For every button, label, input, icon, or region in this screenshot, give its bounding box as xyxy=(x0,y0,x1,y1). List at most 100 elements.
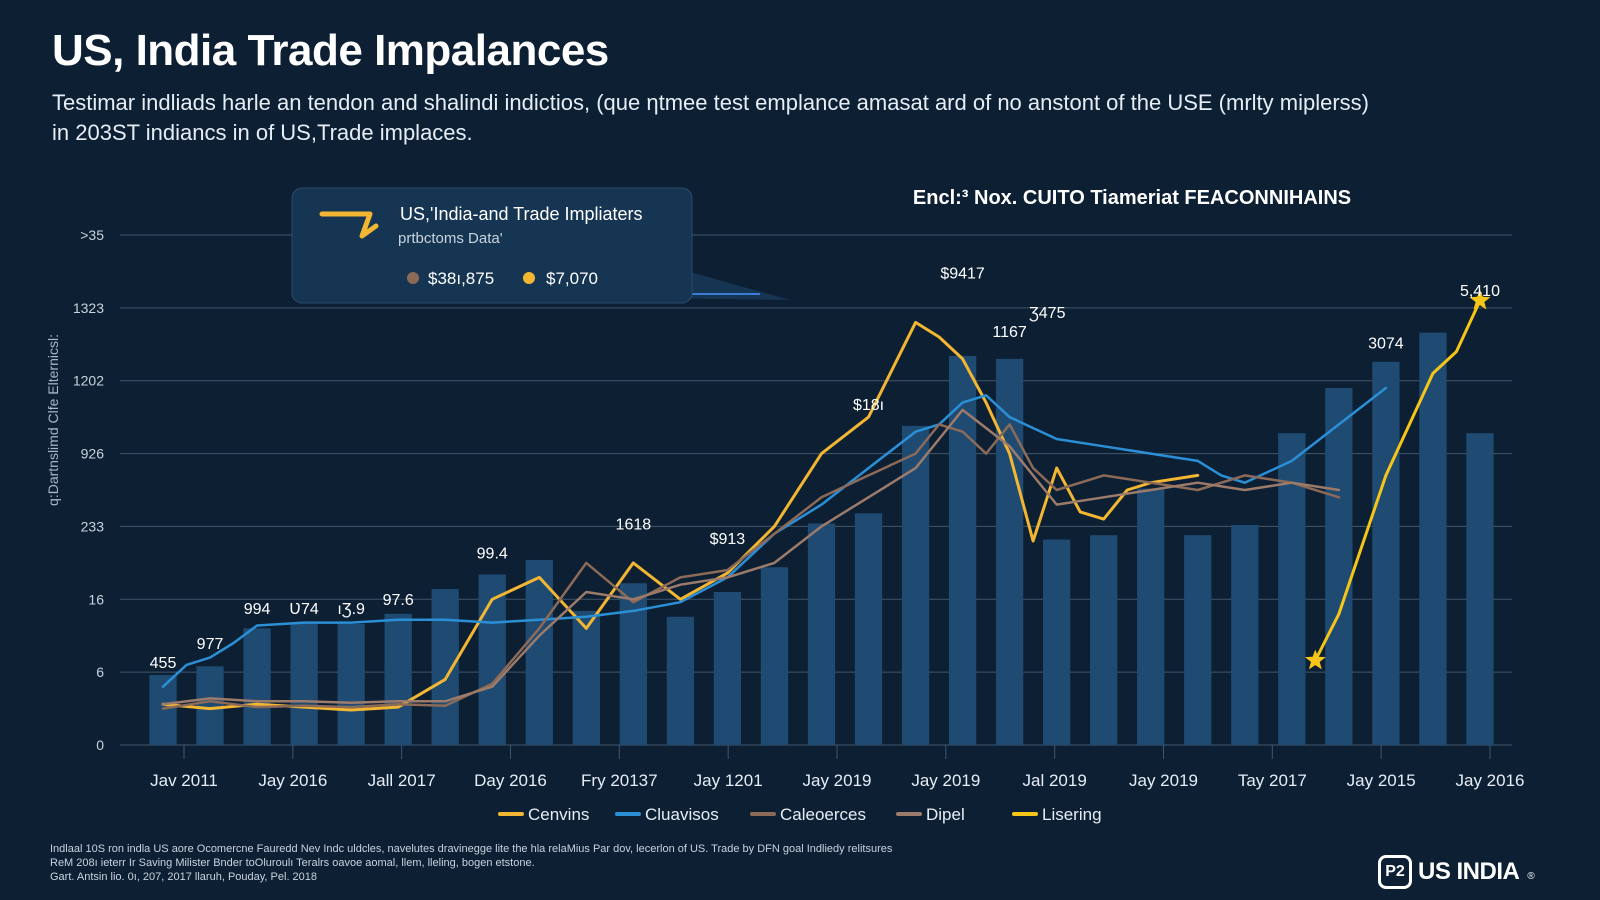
data-label: Ʋ74 xyxy=(289,601,318,618)
y-tick-label: 16 xyxy=(88,591,104,607)
data-label: 5,410 xyxy=(1460,283,1500,300)
brand-logo-icon: P2 xyxy=(1378,855,1412,889)
x-tick-label: Jay 2019 xyxy=(803,771,872,790)
brand-logo: P2 US INDIA ® xyxy=(1378,855,1535,889)
start-star-marker xyxy=(1304,649,1326,670)
y-tick-label: 233 xyxy=(81,518,105,534)
callout-label: US,'India-and Trade Impliaters xyxy=(400,204,643,224)
x-tick-label: Jay 2015 xyxy=(1347,771,1416,790)
y-axis-label: q:Dartnslimd Clfe Elternicsl: xyxy=(45,334,61,506)
data-label: 1618 xyxy=(616,516,652,533)
x-tick-label: Jal 2019 xyxy=(1023,771,1087,790)
callout-sublabel: prtbctoms Data' xyxy=(398,230,503,247)
data-label: 99.4 xyxy=(477,545,508,562)
bar xyxy=(666,616,695,745)
subtitle-line-1: Testimar indliads harle an tendon and sh… xyxy=(52,90,1369,115)
data-label: 3074 xyxy=(1368,336,1404,353)
bar xyxy=(478,574,506,745)
legend: Cenvins Cluavisos Caleoerces Dipel Lisering xyxy=(498,805,1102,824)
data-label: 455 xyxy=(150,655,177,672)
bar-series xyxy=(149,332,1494,745)
line-markers xyxy=(1304,289,1491,670)
line-cenvins xyxy=(161,320,1200,712)
legend-label: Cluavisos xyxy=(645,805,719,824)
x-tick-label: Jall 2017 xyxy=(368,771,436,790)
bar xyxy=(290,622,318,745)
data-label: $913 xyxy=(710,531,746,548)
bar xyxy=(572,610,600,745)
data-label: 994 xyxy=(244,601,271,618)
legend-label: Caleoerces xyxy=(780,805,866,824)
bar xyxy=(243,628,271,745)
data-label: 1167 xyxy=(992,324,1027,341)
bar xyxy=(948,355,977,745)
bar xyxy=(760,567,789,745)
x-axis-ticks: Jav 2011 Jay 2016 Jall 2017 Day 2016 Fry 201… xyxy=(150,745,1525,790)
subtitle-line-2: in 203ST indiancs in of US,Trade implace… xyxy=(52,120,473,145)
x-tick-label: Jay 2019 xyxy=(1129,771,1198,790)
legend-label: Lisering xyxy=(1042,805,1102,824)
bar xyxy=(196,666,224,745)
bar xyxy=(1137,488,1165,745)
line-dipel xyxy=(161,408,1341,706)
x-tick-label: Jav 2011 xyxy=(150,771,218,790)
x-tick-label: Fry 20137 xyxy=(581,771,658,790)
footnote-line-2: ReM 208ı ieterr Ir Saving Milister Bnder… xyxy=(50,857,535,869)
legend-label: Cenvins xyxy=(528,805,589,824)
bar xyxy=(854,513,883,745)
footnote: Indlaal 10S ron indla US aore Ocomercne … xyxy=(50,842,892,884)
x-tick-label: Jay 2016 xyxy=(258,771,327,790)
bar xyxy=(1090,535,1118,745)
data-label: ıƷ.9 xyxy=(337,601,365,618)
footnote-line-3: Gart. Antsin lio. 0ı, 207, 2017 llaruh, … xyxy=(50,871,318,883)
data-label: 97.6 xyxy=(383,592,414,609)
page-subtitle: Testimar indliads harle an tendon and sh… xyxy=(52,88,1552,148)
callout-line-icon xyxy=(319,211,379,239)
legend-label: Dipel xyxy=(926,805,965,824)
page-title: US, India Trade Impalances xyxy=(52,26,609,75)
line-caleoerces xyxy=(161,423,1341,710)
bar xyxy=(1325,388,1353,745)
bar xyxy=(807,523,836,745)
bar xyxy=(431,589,459,745)
x-tick-label: Jay 2016 xyxy=(1456,771,1525,790)
y-tick-label: 0 xyxy=(96,737,104,753)
bar xyxy=(384,613,412,745)
brand-name: US INDIA xyxy=(1418,858,1520,885)
line-cluavisos xyxy=(161,386,1388,688)
y-tick-label: 926 xyxy=(81,446,105,462)
callout-background xyxy=(291,187,693,304)
data-label: $9417 xyxy=(940,266,985,283)
line-series xyxy=(161,299,1482,712)
callout-item-1: $38ı,875 xyxy=(428,269,494,288)
y-tick-label: 6 xyxy=(96,664,104,680)
callout-item-dot-2 xyxy=(523,272,535,284)
line-lisering xyxy=(1313,299,1482,662)
y-axis-ticks: 0 6 16 233 926 1202 1323 >35 xyxy=(73,227,104,753)
bar xyxy=(1372,361,1400,745)
bar xyxy=(713,592,742,745)
bar xyxy=(337,624,365,745)
callout-item-2: $7,070 xyxy=(546,269,598,288)
data-label: Ʒ475 xyxy=(1029,305,1066,322)
bar xyxy=(525,559,553,745)
data-label: 977 xyxy=(197,636,224,653)
bar xyxy=(1184,535,1212,745)
bar xyxy=(1231,524,1259,745)
x-tick-label: Jay 1201 xyxy=(694,771,763,790)
end-star-marker xyxy=(1469,289,1491,310)
y-tick-label: >35 xyxy=(80,227,104,243)
brand-registered-mark: ® xyxy=(1527,870,1535,882)
callout-box: US,'India-and Trade Impliaters prtbctoms… xyxy=(291,187,790,304)
bar xyxy=(619,583,647,745)
bar xyxy=(901,425,930,745)
y-tick-label: 1202 xyxy=(73,373,104,389)
bar xyxy=(1043,539,1071,745)
data-label: $18ı xyxy=(853,397,884,414)
callout-item-dot-1 xyxy=(407,272,419,284)
chart-title: Encl:³ Nox. CUITO Tiameriat FEACONNIHAIN… xyxy=(913,187,1351,209)
data-labels: 455 977 994 Ʋ74 ıƷ.9 97.6 99.4 1618 $913 $18ı $941… xyxy=(150,266,1500,672)
y-tick-label: 1323 xyxy=(73,300,104,316)
bar xyxy=(1466,433,1494,745)
